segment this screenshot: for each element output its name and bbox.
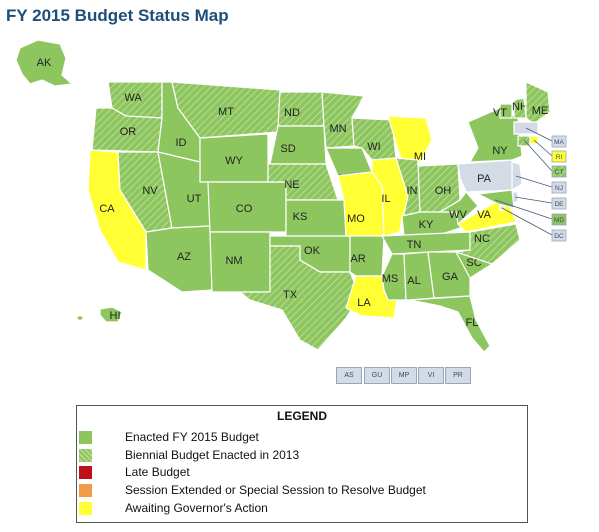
state-label-ar: AR	[350, 253, 365, 265]
callout-line-ct	[523, 139, 553, 172]
state-label-ne: NE	[284, 179, 299, 191]
state-label-ri: RI	[556, 154, 563, 161]
state-wv[interactable]	[437, 191, 479, 226]
state-hi-island[interactable]	[99, 306, 123, 323]
state-mt[interactable]	[171, 81, 281, 139]
state-label-ok: OK	[304, 245, 321, 257]
state-tn[interactable]	[381, 231, 471, 255]
state-label-co: CO	[236, 203, 253, 215]
state-label-hi: HI	[110, 310, 121, 322]
callout-box-dc[interactable]	[551, 229, 567, 242]
legend-label-awaiting: Awaiting Governor's Action	[125, 501, 268, 515]
legend-title: LEGEND	[276, 409, 327, 423]
territory-gu[interactable]: GU	[364, 367, 390, 384]
callout-box-ma[interactable]	[551, 135, 567, 148]
state-label-wi: WI	[367, 141, 380, 153]
state-label-ct: CT	[555, 169, 564, 176]
callout-line-nj	[515, 175, 553, 188]
state-label-oh: OH	[435, 185, 452, 197]
state-label-al: AL	[407, 275, 420, 287]
state-label-ut: UT	[187, 193, 202, 205]
legend-swatch-enacted	[79, 431, 92, 444]
state-label-id: ID	[176, 137, 187, 149]
state-label-ms: MS	[382, 273, 399, 285]
state-label-ca: CA	[99, 203, 115, 215]
state-label-nm: NM	[225, 255, 242, 267]
territory-as[interactable]: AS	[336, 367, 362, 384]
state-label-nj: NJ	[555, 185, 563, 192]
legend-label-special: Session Extended or Special Session to R…	[125, 483, 426, 497]
legend-label-enacted: Enacted FY 2015 Budget	[125, 430, 259, 444]
state-label-in: IN	[407, 185, 418, 197]
state-nc[interactable]	[455, 223, 521, 265]
legend-swatch-awaiting	[79, 502, 92, 515]
state-label-pa: PA	[477, 173, 492, 185]
callout-box-de[interactable]	[551, 197, 567, 210]
state-label-wv: WV	[449, 209, 467, 221]
state-label-ak: AK	[37, 57, 52, 69]
callout-line-de	[514, 196, 553, 204]
callout-box-md[interactable]	[551, 213, 567, 226]
legend-swatch-late	[79, 466, 92, 479]
state-label-mo: MO	[347, 213, 365, 225]
state-label-ky: KY	[419, 219, 434, 231]
callout-box-ct[interactable]	[551, 165, 567, 178]
state-label-ny: NY	[492, 145, 508, 157]
legend-swatch-biennial	[79, 449, 92, 462]
state-label-tn: TN	[407, 239, 422, 251]
state-label-nc: NC	[474, 233, 490, 245]
callout-box-nj[interactable]	[551, 181, 567, 194]
legend-label-late: Late Budget	[125, 465, 190, 479]
callout-line-md	[494, 199, 553, 220]
state-label-mn: MN	[329, 123, 346, 135]
callout-line-ma	[525, 127, 553, 142]
state-label-sc: SC	[466, 257, 481, 269]
state-me[interactable]	[525, 81, 551, 125]
state-label-va: VA	[477, 209, 492, 221]
callout-line-ri	[533, 139, 553, 157]
state-hi[interactable]	[75, 314, 85, 322]
territory-pr[interactable]: PR	[445, 367, 471, 384]
callout-box-ri[interactable]	[551, 150, 567, 163]
territory-mp[interactable]: MP	[391, 367, 417, 384]
legend: LEGEND Enacted FY 2015 Budget Biennial Bu…	[76, 405, 528, 523]
state-label-sd: SD	[280, 143, 295, 155]
callout-line-dc	[501, 207, 553, 236]
state-fl[interactable]	[409, 295, 491, 353]
state-sd[interactable]	[269, 125, 327, 165]
state-vt[interactable]	[499, 103, 513, 119]
state-label-nv: NV	[142, 185, 158, 197]
state-label-vt: VT	[493, 107, 507, 119]
state-tx[interactable]	[238, 245, 361, 351]
us-budget-map: AK HI WA OR CA NV ID MT WY UT AZ CO NM ND SD NE KS OK TX MN…	[15, 39, 567, 353]
state-label-wa: WA	[124, 92, 142, 104]
state-label-fl: FL	[466, 317, 479, 329]
legend-label-biennial: Biennial Budget Enacted in 2013	[125, 448, 300, 462]
state-label-tx: TX	[283, 289, 298, 301]
state-label-ga: GA	[442, 271, 459, 283]
legend-swatch-special	[79, 484, 92, 497]
state-label-ma: MA	[554, 139, 564, 146]
page-title: FY 2015 Budget Status Map	[6, 6, 229, 25]
state-label-nd: ND	[284, 107, 300, 119]
state-label-il: IL	[381, 193, 390, 205]
state-label-mt: MT	[218, 106, 234, 118]
state-ak[interactable]	[15, 39, 74, 87]
state-label-az: AZ	[177, 251, 191, 263]
territory-vi[interactable]: VI	[418, 367, 444, 384]
state-label-de: DE	[554, 201, 564, 208]
state-label-ks: KS	[293, 211, 308, 223]
state-label-dc: DC	[554, 233, 564, 240]
state-label-md: MD	[554, 217, 564, 224]
state-label-wy: WY	[225, 155, 243, 167]
state-label-nh: NH	[512, 101, 528, 113]
state-label-la: LA	[357, 297, 371, 309]
state-label-or: OR	[120, 126, 137, 138]
state-ga[interactable]	[427, 251, 471, 299]
state-label-me: ME	[532, 105, 549, 117]
